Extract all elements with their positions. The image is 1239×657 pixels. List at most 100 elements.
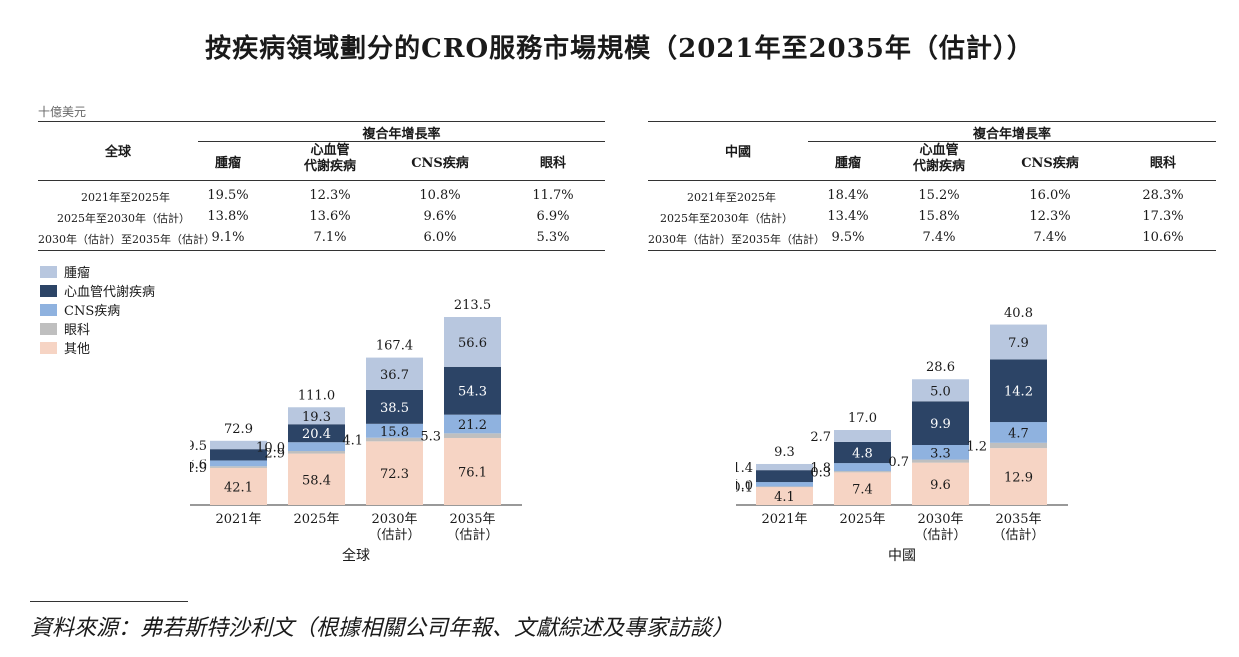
data-label: 4.1	[342, 434, 363, 449]
data-label: 54.3	[458, 385, 487, 400]
table-row-label: 2021年至2025年	[81, 191, 170, 204]
x-tick-label: （估計）	[446, 527, 498, 543]
bar-segment	[210, 467, 267, 505]
data-label: 21.2	[458, 418, 487, 433]
x-tick-label: 2035年	[995, 512, 1041, 527]
data-label: 12.9	[1004, 471, 1033, 486]
bar-segment	[834, 441, 891, 464]
data-label: 0.1	[736, 481, 753, 496]
data-label: 7.4	[852, 483, 873, 498]
total-label: 28.6	[926, 360, 955, 375]
table-col-header: 眼科	[539, 156, 566, 171]
data-label: 1.2	[966, 439, 987, 454]
table-cell: 16.0%	[1029, 188, 1071, 203]
x-tick-label: 2035年	[449, 512, 495, 527]
bar-segment	[444, 414, 501, 434]
data-label: 72.3	[380, 467, 409, 482]
table-cell: 7.1%	[313, 230, 347, 245]
bar-segment	[912, 445, 969, 460]
data-label: 1.4	[736, 461, 753, 476]
data-label: 12.8	[190, 449, 207, 464]
x-tick-label: 2025年	[293, 512, 339, 527]
bar-segment	[288, 451, 345, 454]
table-group-header: 複合年增長率	[362, 127, 441, 142]
bar-segment	[288, 424, 345, 443]
legend-item: 心血管代謝疾病	[40, 281, 155, 300]
data-label: 58.4	[302, 473, 331, 488]
bar-segment	[756, 486, 813, 488]
bar-segment	[210, 449, 267, 461]
legend-item: 眼科	[40, 319, 155, 338]
data-label: 42.1	[224, 480, 253, 495]
table-cell: 9.6%	[423, 209, 457, 224]
table-col-header: CNS疾病	[411, 156, 469, 171]
table-col-header: CNS疾病	[1021, 156, 1079, 171]
bar-segment	[756, 486, 813, 505]
data-label: 9.9	[930, 417, 951, 432]
table-col-header: 心血管 代謝疾病	[303, 143, 356, 174]
table-cell: 6.9%	[536, 209, 570, 224]
x-tick-label: 2021年	[761, 512, 807, 527]
x-tick-label: （估計）	[992, 527, 1044, 543]
data-label: 4.8	[852, 447, 873, 462]
bar-segment	[366, 357, 423, 390]
data-label: 4.1	[774, 490, 795, 505]
table-cell: 18.4%	[827, 188, 869, 203]
data-label: 5.3	[420, 430, 441, 445]
cagr-table-china: 中國 複合年增長率 腫瘤 心血管 代謝疾病 CNS疾病 眼科 2021年至202…	[648, 121, 1216, 251]
x-tick-label: 2025年	[839, 512, 885, 527]
stacked-bar-chart-china: 4.10.11.02.71.49.32021年7.40.31.84.82.717…	[736, 306, 1068, 564]
data-label: 2.7	[736, 470, 753, 485]
legend-swatch	[40, 303, 57, 316]
data-label: 10.0	[256, 441, 285, 456]
data-label: 20.4	[302, 427, 331, 442]
bar-segment	[366, 423, 423, 438]
bar-segment	[366, 389, 423, 424]
data-label: 14.2	[1004, 385, 1033, 400]
data-label: 0.3	[810, 466, 831, 481]
legend-label: CNS疾病	[64, 304, 121, 319]
x-tick-label: 2030年	[371, 512, 417, 527]
total-label: 111.0	[298, 388, 335, 403]
data-label: 1.8	[810, 461, 831, 476]
total-label: 9.3	[774, 445, 795, 460]
table-cell: 13.8%	[207, 209, 249, 224]
chart-title: 按疾病領域劃分的CRO服務市場規模（2021年至2035年（估計））	[205, 34, 1034, 64]
legend-label: 其他	[64, 342, 91, 357]
table-row-label: 2030年（估計）至2035年（估計）	[38, 233, 215, 246]
bar-segment	[990, 442, 1047, 449]
table-cell: 9.1%	[211, 230, 245, 245]
legend-swatch	[40, 341, 57, 354]
source-note: 資料來源：弗若斯特沙利文（根據相關公司年報、文獻綜述及專家訪談）	[30, 616, 735, 641]
bar-segment	[834, 430, 891, 442]
bar-segment	[366, 437, 423, 442]
data-label: 15.8	[380, 425, 409, 440]
table-cell: 13.6%	[309, 209, 351, 224]
table-cell: 12.3%	[309, 188, 351, 203]
table-cell: 19.5%	[207, 188, 249, 203]
x-axis-label: 全球	[342, 547, 370, 564]
table-row-label: 2025年至2030年（估計）	[57, 212, 190, 225]
x-axis-label: 中國	[888, 548, 916, 564]
bar-segment	[756, 482, 813, 487]
bar-segment	[990, 448, 1047, 505]
bar-segment	[912, 459, 969, 463]
data-label: 7.9	[1008, 336, 1029, 351]
total-label: 17.0	[848, 411, 877, 426]
data-label: 0.7	[888, 455, 909, 470]
data-label: 6.6	[190, 457, 207, 472]
legend-label: 心血管代謝疾病	[64, 285, 156, 300]
total-label: 213.5	[454, 298, 491, 313]
bar-segment	[990, 359, 1047, 423]
bar-segment	[834, 471, 891, 473]
table-col-header: 眼科	[1149, 156, 1176, 171]
table-cell: 28.3%	[1142, 188, 1184, 203]
stacked-bar-chart-global: 42.1 1.96.612.89.5 72.9 2021年 58.4 2.910.0 20.…	[190, 298, 522, 564]
bar-segment	[444, 366, 501, 415]
table-cell: 5.3%	[536, 230, 570, 245]
table-cell: 12.3%	[1029, 209, 1071, 224]
table-group-header: 複合年增長率	[972, 127, 1051, 142]
table-row-label: 2030年（估計）至2035年（估計）	[648, 233, 825, 246]
data-label: 2.7	[810, 430, 831, 445]
legend-label: 眼科	[64, 323, 91, 338]
